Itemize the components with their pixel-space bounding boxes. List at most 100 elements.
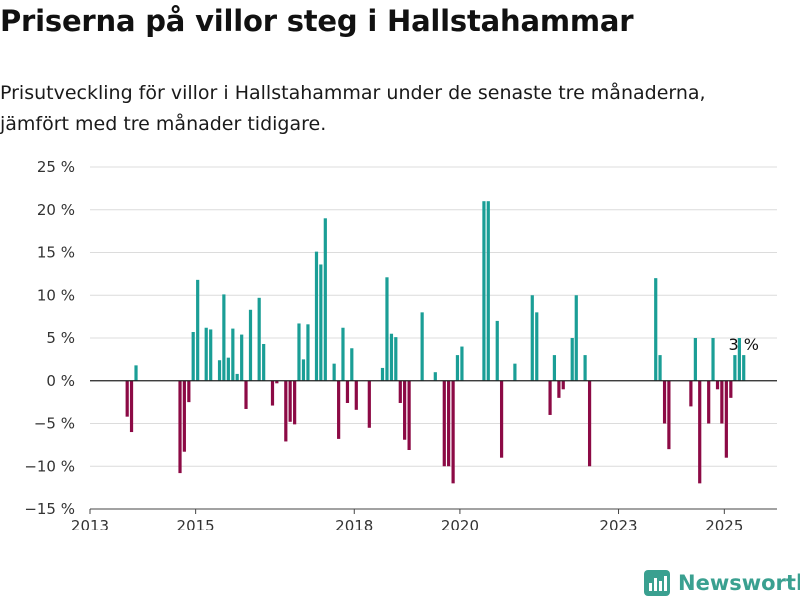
bar xyxy=(658,355,662,381)
x-tick-label: 2015 xyxy=(177,517,215,530)
brand-name: Newsworthy xyxy=(678,571,800,595)
bar xyxy=(667,380,671,450)
logo-bar-2 xyxy=(654,578,657,591)
bar xyxy=(662,380,667,424)
bar xyxy=(499,380,504,458)
bar xyxy=(486,201,490,381)
bar xyxy=(535,312,539,381)
bar xyxy=(698,380,702,484)
bar xyxy=(715,380,720,390)
x-tick-label: 2023 xyxy=(599,517,637,530)
bar xyxy=(561,380,565,390)
bar xyxy=(447,380,451,467)
chart-subtitle: Prisutveckling för villor i Hallstahamma… xyxy=(0,78,800,140)
bar xyxy=(689,380,693,407)
bar xyxy=(548,380,552,415)
bar xyxy=(530,295,534,381)
x-tick-label: 2018 xyxy=(335,517,373,530)
bar xyxy=(319,264,323,381)
bar xyxy=(129,380,134,433)
bar xyxy=(341,327,345,381)
bar xyxy=(742,355,746,381)
bar xyxy=(231,328,235,381)
y-tick-label: 10 % xyxy=(37,286,75,304)
bar xyxy=(583,355,587,381)
bar xyxy=(125,380,129,417)
bar xyxy=(275,380,279,384)
bar xyxy=(460,346,464,381)
bar xyxy=(244,380,248,409)
bar xyxy=(720,380,724,424)
price-change-chart: 25 % 20 % 15 % 10 % 5 % 0 % −5 % −10 % −15 %2013… xyxy=(24,158,777,530)
bar xyxy=(482,201,486,381)
bar xyxy=(557,380,561,398)
bar xyxy=(209,329,213,381)
bar xyxy=(587,380,592,467)
subtitle-line-2: jämfört med tre månader tidigare. xyxy=(0,113,327,135)
bar xyxy=(306,324,310,381)
bar xyxy=(217,360,222,381)
bar xyxy=(301,359,306,381)
bar xyxy=(332,363,336,381)
bar xyxy=(724,380,728,458)
newsworthy-logo-icon xyxy=(644,570,670,596)
bar xyxy=(134,365,138,381)
bar xyxy=(574,295,578,381)
bar xyxy=(737,338,741,381)
y-tick-label: 25 % xyxy=(37,158,75,176)
bar xyxy=(235,373,239,381)
bar xyxy=(733,355,737,381)
bar xyxy=(293,380,297,425)
bar xyxy=(191,332,195,381)
bar xyxy=(288,380,292,422)
bar xyxy=(270,380,275,406)
y-tick-label: 20 % xyxy=(37,201,75,219)
y-tick-label: 5 % xyxy=(46,329,75,347)
bar xyxy=(711,338,715,381)
logo-bar-1 xyxy=(649,583,652,591)
bar xyxy=(729,380,733,398)
bar xyxy=(257,297,261,381)
bar xyxy=(284,380,288,442)
bar xyxy=(297,323,301,381)
x-tick-label: 2025 xyxy=(705,517,743,530)
bar xyxy=(367,380,371,428)
bar xyxy=(345,380,350,403)
bar xyxy=(398,380,402,403)
bar xyxy=(389,333,394,381)
bar xyxy=(693,338,697,381)
bar xyxy=(380,367,385,381)
bar xyxy=(403,380,407,440)
brand-logo: Newsworthy xyxy=(644,568,800,598)
bar xyxy=(350,348,354,381)
bar xyxy=(420,312,424,381)
bar xyxy=(182,380,186,452)
bar xyxy=(314,251,319,381)
subtitle-line-1: Prisutveckling för villor i Hallstahamma… xyxy=(0,82,706,104)
bar xyxy=(552,355,557,381)
bar xyxy=(442,380,446,467)
bar xyxy=(407,380,411,451)
bar xyxy=(394,337,398,381)
bar xyxy=(433,372,437,381)
bar xyxy=(337,380,341,439)
last-value-label: 3 % xyxy=(728,335,758,354)
bar xyxy=(385,277,389,381)
bar xyxy=(196,279,200,381)
bar xyxy=(226,357,230,381)
bar xyxy=(262,343,266,381)
bar xyxy=(451,380,455,484)
y-tick-label: 0 % xyxy=(46,372,75,390)
y-tick-label: −5 % xyxy=(34,415,75,433)
bar xyxy=(354,380,358,410)
bar xyxy=(323,218,327,381)
logo-bar-4 xyxy=(664,576,667,591)
logo-bar-3 xyxy=(659,581,662,591)
bar xyxy=(187,380,191,403)
y-tick-label: −10 % xyxy=(24,457,75,475)
bar xyxy=(455,355,460,381)
bar xyxy=(204,327,208,381)
bar xyxy=(178,380,182,474)
bar xyxy=(248,309,253,381)
bar xyxy=(570,338,574,381)
